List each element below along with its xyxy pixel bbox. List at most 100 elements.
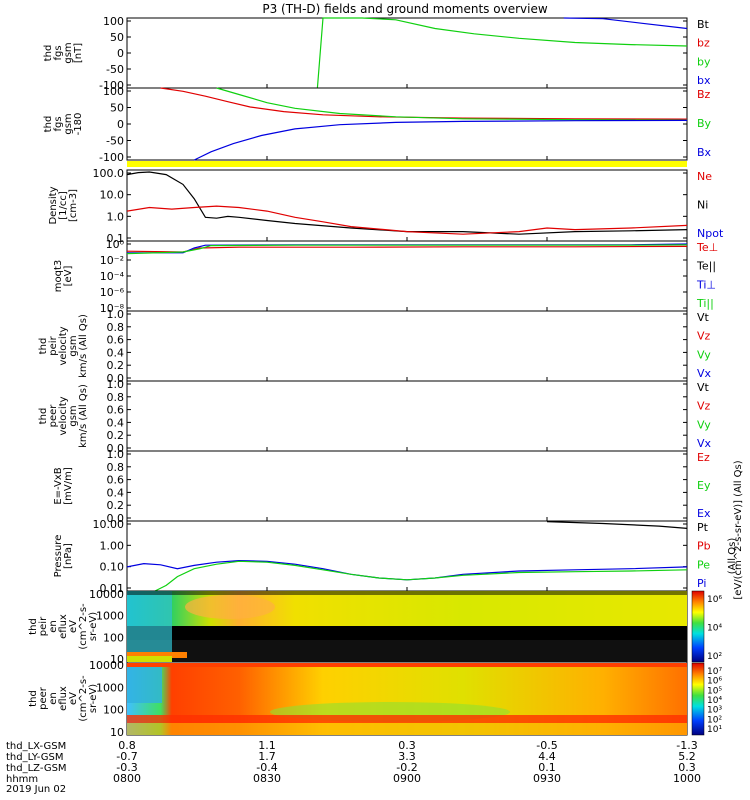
- peer-spectrogram-image: [127, 663, 687, 735]
- x-row-value: 0.8: [118, 739, 136, 752]
- x-row-value: 0.3: [678, 761, 696, 774]
- y-label-line: E=-VxB: [53, 467, 64, 504]
- y-label-line: thd: [28, 690, 39, 707]
- y-tick-label: 0.10: [100, 561, 125, 574]
- panel-frame: [126, 87, 688, 161]
- y-label-line: [1/cc]: [58, 191, 69, 220]
- colorbar-tick-label: 10⁴: [707, 696, 722, 706]
- y-label-line: velocity: [58, 396, 69, 435]
- legend-by: By: [697, 117, 712, 130]
- y-label-line: eflux: [58, 614, 69, 639]
- panel-frame: [126, 310, 688, 382]
- x-row-value: -0.7: [116, 750, 137, 763]
- y-label-line: peer: [38, 686, 49, 710]
- y-label-line: thd: [43, 45, 54, 62]
- y-tick-label: 50: [110, 102, 124, 115]
- y-tick-label: 0.01: [100, 582, 125, 595]
- x-row-label: thd_LY-GSM: [6, 752, 63, 763]
- y-axis-label: E=-VxB [mV/m]: [53, 467, 74, 505]
- y-tick-label: 10000: [89, 659, 124, 672]
- y-label-line: [cm-3]: [68, 189, 79, 222]
- panel-fgs_gse: 100 50 0 -50 -100 thd fgs gsm -180 Bz By Bx: [43, 85, 712, 164]
- legend-ne: Ne: [697, 170, 712, 183]
- legend-pt: Pt: [697, 521, 709, 534]
- panel-density: 100.0 10.0 1.0 0.1 Density [1/cc] [cm-3] Ne Ni Np…: [48, 167, 724, 245]
- date-label: 2019 Jun 02: [6, 784, 66, 795]
- x-row-value: -0.2: [396, 761, 417, 774]
- y-label-line: en: [48, 692, 59, 705]
- panel-fgs_gsm: 100 50 0 -50 -100 thd fgs gsm [nT] Bt bz by bx: [43, 15, 711, 92]
- y-axis-label: thd peer en eflux eV (cm^2-s-sr-eV): [28, 675, 99, 722]
- y-label-line: gsm: [63, 42, 74, 63]
- legend-bx: Bx: [697, 146, 712, 159]
- x-row-value: 0800: [113, 772, 141, 785]
- legend-vx: Vx: [697, 437, 712, 450]
- panel-pressure: 10.00 1.00 0.10 0.01 Pressure [nPa] Pt Pb Pe Pi (A…: [53, 518, 738, 595]
- y-axis-label: thd peir en eflux eV (cm^2-s-sr-eV): [28, 603, 99, 650]
- y-tick-label: 100: [103, 15, 124, 28]
- legend-vy: Vy: [697, 418, 711, 431]
- y-tick-label: 10.00: [93, 518, 125, 531]
- y-label-line: eflux: [58, 686, 69, 711]
- panel-frame: [126, 240, 688, 312]
- series-ne: [126, 205, 688, 235]
- legend-te: Te||: [696, 260, 716, 273]
- y-tick-label: 1000: [96, 681, 124, 694]
- legend-ti: Ti||: [696, 297, 714, 310]
- legend-pe: Pe: [697, 558, 710, 571]
- series-by: [216, 87, 688, 121]
- y-tick-label: 0.6: [107, 474, 125, 487]
- y-tick-label: 100: [103, 704, 124, 717]
- y-tick-label: 1.0: [107, 448, 125, 461]
- y-tick-label: 0.8: [107, 321, 125, 334]
- x-axis-labels: thd_LX-GSM 0.8 1.1 0.3 -0.5 -1.3 thd_LY-GSM -0.…: [6, 739, 701, 795]
- y-axis-label: thd fgs gsm -180: [43, 113, 84, 136]
- y-label-line: fgs: [53, 45, 64, 60]
- series-pt: [546, 521, 688, 529]
- y-label-line: (cm^2-s-: [78, 675, 89, 722]
- y-label-line: [eV]: [63, 266, 74, 287]
- peir-colorbar: [691, 590, 705, 663]
- y-label-line: gsm: [63, 113, 74, 134]
- x-row-value: -0.3: [116, 761, 137, 774]
- legend-vz: Vz: [697, 400, 711, 413]
- y-tick-label: 1.0: [107, 308, 125, 321]
- y-label-line: velocity: [58, 326, 69, 365]
- y-label-line: (cm^2-s-: [78, 603, 89, 650]
- panel-frame: [126, 169, 688, 242]
- colorbar-label: [eV/(cm^2-s-sr-eV)] (All Qs): [733, 460, 744, 599]
- y-label-line: km/s (All Qs): [78, 384, 89, 448]
- series-pi: [126, 559, 688, 581]
- x-row-value: 4.4: [538, 750, 556, 763]
- legend-te: Te⊥: [696, 241, 718, 254]
- y-tick-label: 10⁻⁴: [100, 270, 125, 283]
- y-tick-label: 10: [110, 653, 124, 666]
- y-tick-label: 10⁻⁶: [100, 286, 125, 299]
- y-label-line: eV: [68, 620, 79, 633]
- y-tick-label: 0.2: [107, 359, 125, 372]
- y-tick-label: 0.6: [107, 404, 125, 417]
- panel-frame: [126, 380, 688, 452]
- y-axis-label: Pressure [nPa]: [53, 535, 74, 578]
- y-axis-label: Density [1/cc] [cm-3]: [48, 186, 79, 224]
- series-bx: [193, 119, 688, 161]
- y-tick-label: 10⁻⁸: [100, 302, 125, 315]
- x-row-value: 1.1: [258, 739, 276, 752]
- colorbar-tick-label: 10⁵: [707, 686, 722, 696]
- legend-by: by: [697, 55, 711, 68]
- y-tick-label: 10⁰: [106, 238, 125, 251]
- legend-ni: Ni: [697, 199, 708, 212]
- y-label-line: Density: [48, 186, 59, 224]
- y-tick-label: 0.6: [107, 334, 125, 347]
- y-tick-label: 0.8: [107, 391, 125, 404]
- peer-colorbar: [691, 662, 705, 736]
- y-label-line: -180: [73, 113, 84, 136]
- panel-efield: 1.00.80.60.40.20.0 E=-VxB [mV/m] Ez Ey Ex: [53, 448, 711, 525]
- y-tick-label: 10⁻²: [100, 254, 124, 267]
- colorbar-tick-label: 10³: [707, 706, 722, 716]
- y-label-line: peir: [48, 335, 59, 355]
- legend-npot: Npot: [697, 227, 724, 240]
- y-tick-label: -50: [106, 135, 124, 148]
- legend-vx: Vx: [697, 367, 712, 380]
